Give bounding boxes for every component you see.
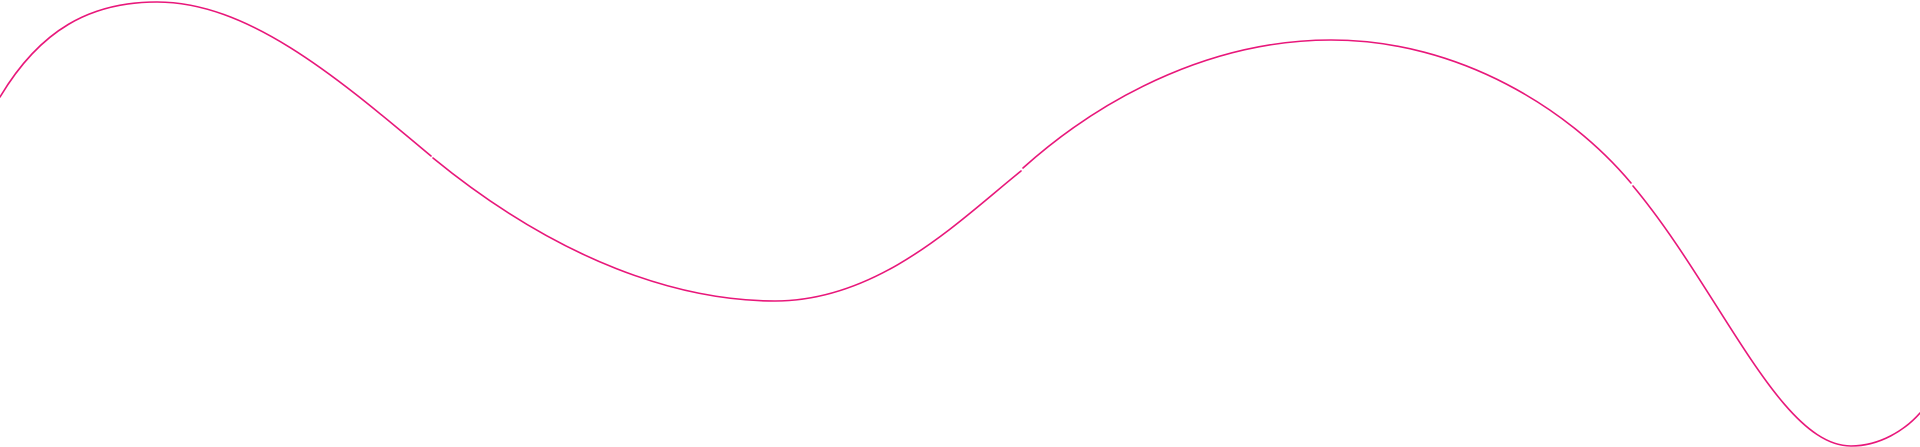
wave-segment-2 [432,157,1022,302]
wave-segment-4 [1632,185,1920,447]
wave-segment-1 [0,1,432,157]
wave-segment-3 [1022,39,1632,184]
